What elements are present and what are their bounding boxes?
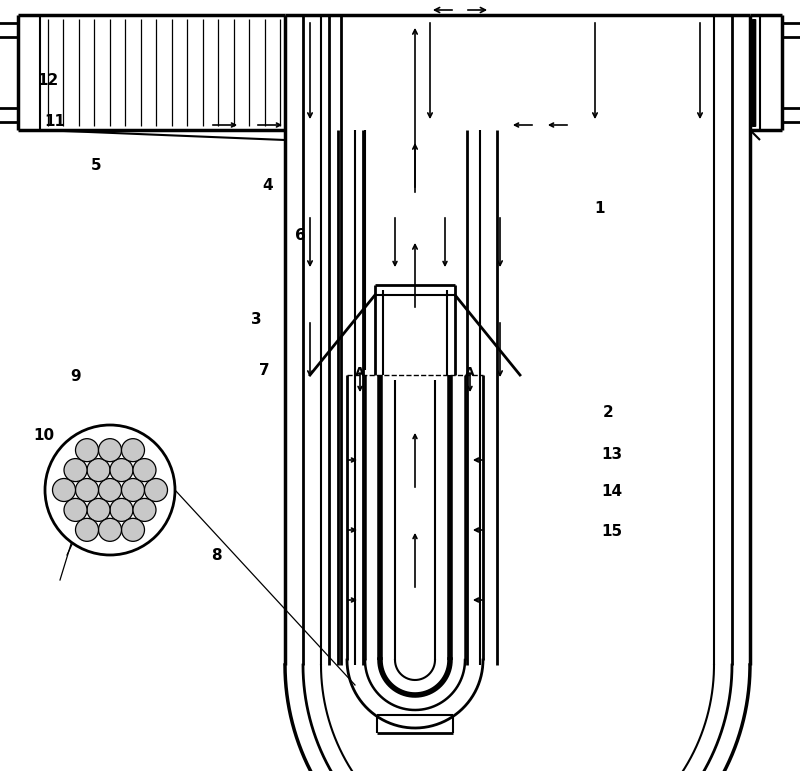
- Circle shape: [87, 459, 110, 482]
- Circle shape: [122, 439, 145, 462]
- Text: 1: 1: [594, 200, 606, 216]
- Text: 11: 11: [44, 114, 65, 130]
- Text: 4: 4: [262, 177, 274, 193]
- Text: 12: 12: [38, 73, 58, 89]
- Text: 13: 13: [602, 447, 622, 463]
- Text: 10: 10: [34, 428, 54, 443]
- Circle shape: [45, 425, 175, 555]
- Text: 3: 3: [250, 312, 262, 328]
- Text: 5: 5: [90, 158, 102, 173]
- Circle shape: [110, 459, 133, 482]
- Circle shape: [122, 479, 145, 501]
- Circle shape: [133, 498, 156, 521]
- Circle shape: [64, 459, 87, 482]
- Text: 14: 14: [602, 484, 622, 500]
- Text: 8: 8: [210, 547, 222, 563]
- Circle shape: [122, 518, 145, 541]
- Circle shape: [75, 439, 98, 462]
- Circle shape: [64, 498, 87, 521]
- Circle shape: [98, 479, 122, 501]
- Text: A: A: [355, 366, 365, 379]
- Text: 9: 9: [70, 369, 82, 384]
- Circle shape: [75, 518, 98, 541]
- Circle shape: [98, 518, 122, 541]
- Circle shape: [98, 439, 122, 462]
- Circle shape: [110, 498, 133, 521]
- Circle shape: [87, 498, 110, 521]
- Text: 6: 6: [294, 227, 306, 243]
- Text: 2: 2: [602, 405, 614, 420]
- Circle shape: [53, 479, 75, 501]
- Text: 7: 7: [258, 362, 270, 378]
- Text: 15: 15: [602, 524, 622, 540]
- Text: A: A: [465, 366, 475, 379]
- Circle shape: [133, 459, 156, 482]
- Circle shape: [75, 479, 98, 501]
- Circle shape: [145, 479, 167, 501]
